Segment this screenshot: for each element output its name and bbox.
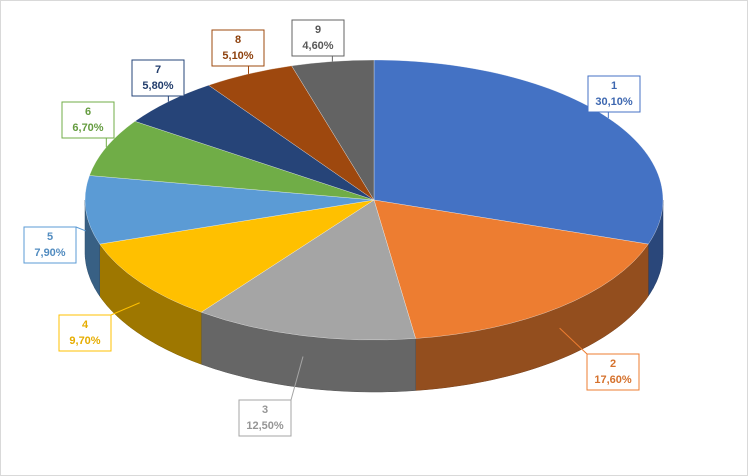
label-box xyxy=(291,19,345,57)
label-category: 8 xyxy=(235,34,241,46)
label-box xyxy=(131,59,185,97)
label-category: 5 xyxy=(47,231,53,243)
label-category: 7 xyxy=(155,64,161,76)
leader-line xyxy=(290,356,304,401)
label-category: 9 xyxy=(315,24,321,36)
label-category: 2 xyxy=(610,358,616,370)
label-value: 4,60% xyxy=(302,40,333,52)
label-value: 30,10% xyxy=(595,96,633,108)
slice xyxy=(373,59,664,245)
leader-line xyxy=(559,327,588,355)
label-box xyxy=(58,314,112,352)
label-value: 9,70% xyxy=(69,335,100,347)
label-category: 1 xyxy=(611,80,617,92)
label-value: 5,10% xyxy=(222,50,253,62)
label-category: 6 xyxy=(85,106,91,118)
label-category: 4 xyxy=(82,319,89,331)
slice xyxy=(99,199,375,313)
slice xyxy=(373,199,649,339)
label-value: 7,90% xyxy=(34,247,65,259)
label-value: 5,80% xyxy=(142,80,173,92)
slice xyxy=(89,121,375,201)
label-box xyxy=(238,399,292,437)
label-value: 12,50% xyxy=(246,420,284,432)
slice xyxy=(200,199,416,341)
label-box xyxy=(587,75,641,113)
leader-line xyxy=(110,302,140,316)
label-box xyxy=(211,29,265,67)
label-value: 6,70% xyxy=(72,122,103,134)
label-value: 17,60% xyxy=(594,374,632,386)
label-box xyxy=(61,101,115,139)
label-category: 3 xyxy=(262,404,268,416)
label-box xyxy=(23,226,77,264)
slice xyxy=(84,175,375,245)
leader-line xyxy=(75,226,86,232)
label-box xyxy=(586,353,640,391)
